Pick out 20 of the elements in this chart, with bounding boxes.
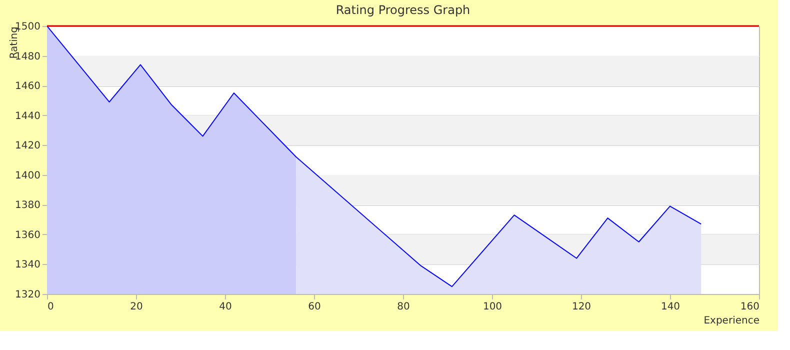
y-tick-label: 1340 bbox=[15, 260, 40, 271]
x-tick-label: 160 bbox=[740, 302, 760, 312]
line-series bbox=[47, 26, 702, 288]
x-tick-label: 40 bbox=[219, 302, 232, 312]
y-tick-label: 1360 bbox=[15, 230, 40, 241]
y-tick-label: 1380 bbox=[15, 200, 40, 212]
y-tick-label: 1320 bbox=[15, 290, 40, 300]
x-tick-label: 20 bbox=[130, 302, 143, 312]
x-axis-title: Experience bbox=[704, 316, 760, 326]
x-tick-label: 80 bbox=[397, 302, 410, 312]
y-tick-label: 1460 bbox=[15, 81, 40, 92]
x-tick-label: 60 bbox=[308, 302, 321, 312]
y-tick-label: 1440 bbox=[15, 110, 40, 122]
y-tick-label: 1400 bbox=[15, 170, 40, 182]
x-tick-label: 140 bbox=[660, 302, 680, 312]
x-tick-label: 0 bbox=[48, 302, 54, 312]
x-tick-label: 100 bbox=[482, 302, 502, 312]
y-tick-label: 1420 bbox=[15, 140, 40, 152]
chart-title: Rating Progress Graph bbox=[336, 3, 470, 17]
x-tick-label: 120 bbox=[572, 302, 592, 312]
